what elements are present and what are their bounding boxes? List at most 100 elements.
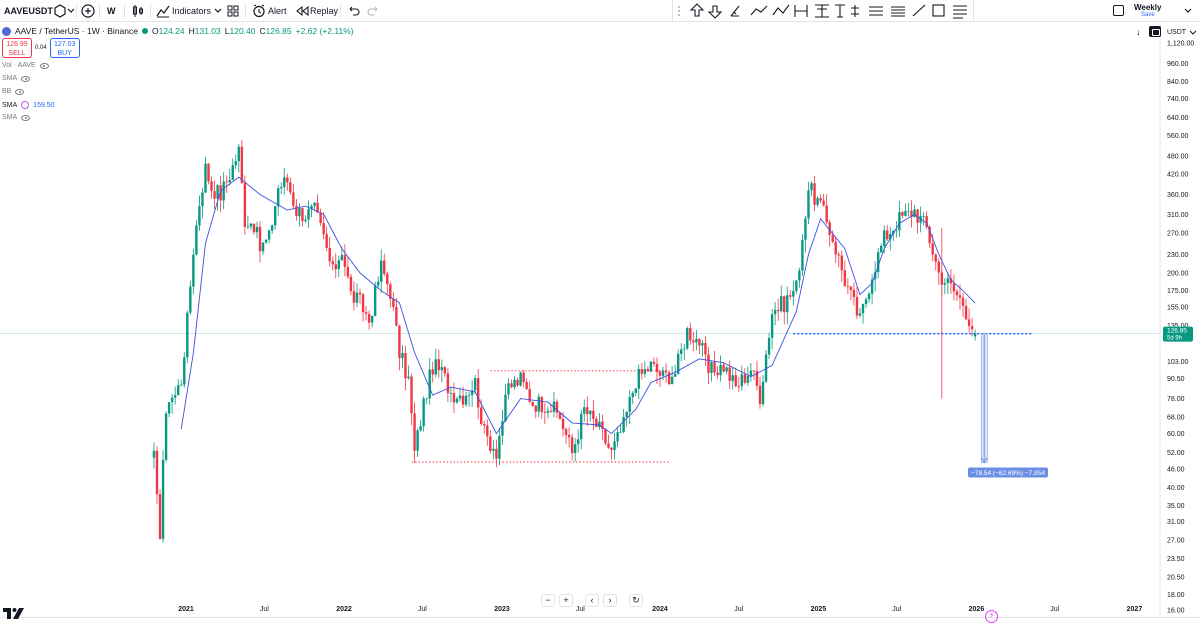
sell-price: 126.99 bbox=[6, 41, 28, 48]
compare-add-icon[interactable] bbox=[80, 3, 96, 19]
candle-body bbox=[419, 426, 422, 431]
chart-pane[interactable]: −78.54 (−62.69%) −7,854 1,120.00 960.00 84… bbox=[0, 22, 1200, 618]
indicator-sma-3[interactable]: SMA bbox=[2, 114, 31, 121]
indicators-icon[interactable] bbox=[155, 3, 171, 19]
candle-body bbox=[161, 459, 165, 539]
symbol-legend[interactable]: AAVE / TetherUS · 1W · Binance O 124.24 H… bbox=[2, 26, 354, 36]
eye-icon[interactable] bbox=[15, 88, 25, 95]
candle-body bbox=[883, 230, 886, 246]
candle-type-icon[interactable] bbox=[130, 3, 146, 19]
chevron-down-icon[interactable] bbox=[63, 3, 79, 19]
layout-name[interactable]: Weekly bbox=[1134, 3, 1162, 12]
zoom-in-button[interactable]: + bbox=[559, 594, 573, 607]
lightning-icon[interactable]: ⚡ bbox=[985, 610, 998, 623]
price-tick-label: 78.00 bbox=[1167, 396, 1185, 403]
replay-button[interactable]: Replay bbox=[310, 0, 338, 22]
indicator-value: 159.50 bbox=[33, 101, 55, 109]
zoom-out-button[interactable]: − bbox=[541, 594, 555, 607]
scroll-left-button[interactable]: ‹ bbox=[585, 594, 599, 607]
price-tick-label: 20.50 bbox=[1167, 574, 1185, 581]
templates-grid-icon[interactable] bbox=[225, 3, 241, 19]
price-tick-label: 1,120.00 bbox=[1167, 41, 1194, 48]
tradingview-logo-icon[interactable] bbox=[3, 606, 25, 623]
legend-low: 120.40 bbox=[229, 26, 256, 36]
candle-body bbox=[886, 230, 889, 240]
time-tick-label: Jul bbox=[260, 606, 269, 613]
candle-body bbox=[861, 303, 865, 314]
candle-body bbox=[764, 354, 768, 382]
buy-button[interactable]: 127.03 BUY bbox=[49, 38, 80, 58]
save-link[interactable]: Save bbox=[1141, 12, 1155, 18]
indicators-button[interactable]: Indicators bbox=[172, 0, 211, 22]
redo-icon[interactable] bbox=[366, 3, 382, 19]
candle-body bbox=[658, 371, 662, 376]
replay-icon[interactable] bbox=[294, 3, 310, 19]
candle-body bbox=[410, 376, 413, 414]
candle-body bbox=[207, 163, 210, 182]
candle-body bbox=[167, 402, 171, 414]
candle-body bbox=[667, 372, 671, 385]
candle-body bbox=[646, 369, 650, 372]
alert-badge-icon[interactable] bbox=[1149, 26, 1161, 37]
candle-body bbox=[619, 432, 622, 433]
candle-body bbox=[507, 383, 510, 395]
price-tick-label: 270.00 bbox=[1167, 230, 1189, 237]
interval-button[interactable]: W bbox=[107, 0, 116, 22]
eye-icon[interactable] bbox=[21, 75, 31, 82]
eye-icon[interactable] bbox=[21, 114, 31, 121]
undo-icon[interactable] bbox=[345, 3, 361, 19]
scroll-right-button[interactable]: › bbox=[603, 594, 617, 607]
price-tick-label: 103.00 bbox=[1167, 359, 1189, 366]
drawing-tools-strip[interactable] bbox=[673, 0, 975, 22]
alert-clock-icon[interactable] bbox=[251, 3, 267, 19]
indicator-volume[interactable]: Vol · AAVE bbox=[2, 62, 49, 69]
settings-gear-icon[interactable] bbox=[21, 101, 30, 109]
candle-body bbox=[416, 430, 419, 451]
candle-body bbox=[567, 434, 571, 438]
candle-body bbox=[595, 418, 598, 427]
candle-body bbox=[422, 398, 425, 427]
candle-body bbox=[583, 407, 586, 414]
sell-button[interactable]: 126.99 SELL bbox=[2, 38, 32, 58]
price-tick-label: 480.00 bbox=[1167, 154, 1189, 161]
chevron-down-icon[interactable] bbox=[1180, 3, 1196, 19]
candle-body bbox=[795, 280, 798, 291]
candle-body bbox=[692, 340, 695, 343]
candle-body bbox=[961, 297, 965, 306]
candle-body bbox=[180, 384, 183, 386]
indicator-sma-1[interactable]: SMA bbox=[2, 75, 31, 82]
legend-change: +2.62 (+2.11%) bbox=[295, 26, 354, 36]
indicator-name: BB bbox=[2, 88, 12, 95]
chart-navigation: − + ‹ › ↻ bbox=[541, 594, 643, 607]
candle-body bbox=[834, 241, 837, 255]
candle-body bbox=[164, 413, 168, 460]
chevron-down-icon[interactable] bbox=[210, 3, 226, 19]
candle-body bbox=[849, 286, 853, 290]
eye-icon[interactable] bbox=[39, 62, 49, 69]
candle-body bbox=[870, 279, 874, 294]
symbol-search[interactable]: AAVEUSDT bbox=[4, 0, 53, 22]
alert-button[interactable]: Alert bbox=[268, 0, 287, 22]
currency-selector[interactable]: USDT bbox=[1167, 28, 1197, 36]
candle-body bbox=[492, 448, 495, 451]
symbol-badge-icon[interactable] bbox=[52, 3, 68, 19]
object-tree-checkbox[interactable] bbox=[1113, 5, 1124, 16]
candle-body bbox=[483, 423, 486, 426]
price-tick-label: 23.50 bbox=[1167, 556, 1185, 563]
price-chart[interactable]: −78.54 (−62.69%) −7,854 1,120.00 960.00 84… bbox=[0, 22, 1200, 618]
legend-close-key: C bbox=[259, 26, 266, 36]
candle-body bbox=[816, 198, 819, 205]
reset-chart-button[interactable]: ↻ bbox=[629, 594, 643, 607]
candle-body bbox=[601, 421, 604, 429]
candle-body bbox=[361, 294, 365, 313]
buy-label: BUY bbox=[57, 50, 72, 57]
candle-body bbox=[192, 254, 195, 287]
candle-body bbox=[195, 225, 198, 255]
candle-body bbox=[589, 410, 592, 415]
candle-body bbox=[713, 362, 716, 373]
price-tick-label: 18.00 bbox=[1167, 592, 1185, 599]
scroll-down-arrow-icon[interactable]: ↓ bbox=[1136, 27, 1141, 37]
indicator-sma-2[interactable]: SMA 159.50 bbox=[2, 101, 55, 109]
indicator-bb[interactable]: BB bbox=[2, 88, 25, 95]
indicator-name: Vol · AAVE bbox=[2, 62, 36, 69]
